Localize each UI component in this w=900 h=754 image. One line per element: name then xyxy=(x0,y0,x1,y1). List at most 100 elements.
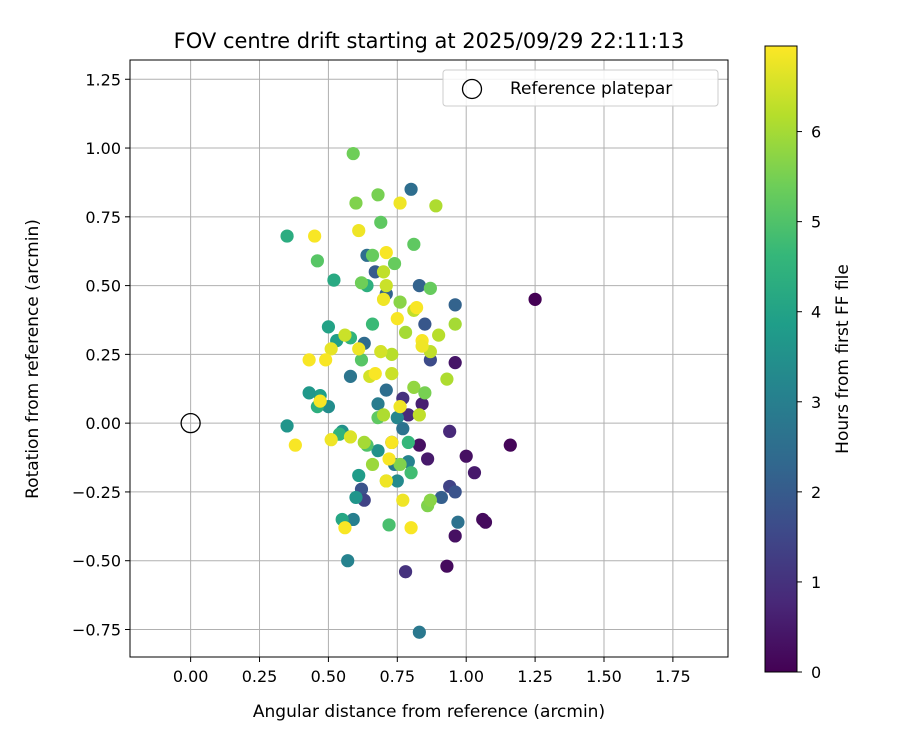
reference-marker-group xyxy=(180,413,201,434)
scatter-point xyxy=(467,466,482,480)
scatter-point xyxy=(448,529,462,543)
scatter-point xyxy=(280,419,294,433)
scatter-point xyxy=(385,367,399,381)
scatter-point xyxy=(390,312,404,326)
scatter-point xyxy=(382,452,396,466)
chart-title: FOV centre drift starting at 2025/09/29 … xyxy=(174,29,685,53)
scatter-point xyxy=(354,353,369,367)
x-tick-label: 0.75 xyxy=(379,667,415,686)
scatter-point xyxy=(321,320,336,334)
colorbar-tick-label: 0 xyxy=(811,663,821,682)
plot-frame xyxy=(129,59,729,658)
x-tick-label: 1.75 xyxy=(655,667,691,686)
scatter-point xyxy=(354,276,369,290)
y-axis-label: Rotation from reference (arcmin) xyxy=(23,219,43,499)
scatter-point xyxy=(313,394,327,408)
scatter-point xyxy=(349,196,363,210)
scatter-point xyxy=(371,188,385,202)
scatter-point xyxy=(528,292,542,306)
colorbar-tick-label: 4 xyxy=(811,303,821,322)
scatter-point xyxy=(401,435,415,450)
y-tick-label: 1.00 xyxy=(85,139,121,158)
scatter-point xyxy=(432,328,446,342)
scatter-point xyxy=(379,383,393,397)
scatter-point xyxy=(398,565,413,579)
x-tick-label: 1.00 xyxy=(448,667,484,686)
scatter-point xyxy=(423,493,437,507)
scatter-point xyxy=(379,474,393,488)
scatter-point xyxy=(393,196,407,210)
scatter-point xyxy=(448,485,462,499)
scatter-point xyxy=(404,521,418,535)
scatter-point xyxy=(346,146,360,161)
scatter-point xyxy=(396,493,410,507)
scatter-point xyxy=(302,386,316,400)
scatter-point xyxy=(365,457,380,472)
scatter-point xyxy=(440,372,454,386)
scatter-point xyxy=(338,521,352,535)
x-tick-label: 0.50 xyxy=(311,667,347,686)
scatter-point xyxy=(412,408,426,422)
scatter-point xyxy=(440,559,454,573)
scatter-point xyxy=(448,298,462,312)
scatter-point xyxy=(401,408,415,422)
colorbar-tick-label: 5 xyxy=(811,213,821,232)
scatter-point xyxy=(443,424,457,439)
scatter-point xyxy=(398,325,413,339)
scatter-point xyxy=(412,278,426,293)
scatter-point xyxy=(434,490,449,505)
scatter-point xyxy=(327,273,341,287)
scatter-point xyxy=(418,386,432,400)
colorbar xyxy=(764,45,798,673)
scatter-point xyxy=(382,518,396,532)
scatter-point xyxy=(365,248,380,262)
x-tick-label: 1.25 xyxy=(517,667,553,686)
scatter-point xyxy=(343,369,358,383)
colorbar-tick-label: 3 xyxy=(811,393,821,412)
scatter-point xyxy=(421,452,435,466)
scatter-point xyxy=(415,339,429,353)
scatter-point xyxy=(503,438,517,452)
scatter-point xyxy=(324,342,338,356)
scatter-point xyxy=(349,490,363,505)
scatter-point xyxy=(412,625,426,639)
scatter-point xyxy=(346,512,360,527)
scatter-points xyxy=(280,146,542,639)
scatter-point xyxy=(407,380,421,394)
legend-box xyxy=(442,69,719,107)
scatter-point xyxy=(390,474,404,488)
scatter-point xyxy=(280,229,294,243)
scatter-point xyxy=(371,444,385,458)
scatter-point xyxy=(478,515,493,529)
scatter-point xyxy=(385,435,399,450)
scatter-point xyxy=(379,245,393,260)
scatter-point xyxy=(357,435,371,450)
legend-reference-marker xyxy=(461,78,483,100)
y-tick-label: −0.75 xyxy=(72,620,121,639)
scatter-point xyxy=(376,292,391,306)
x-tick-label: 0.25 xyxy=(242,667,278,686)
scatter-point xyxy=(415,397,429,411)
x-tick-label: 0.00 xyxy=(173,667,209,686)
legend: Reference platepar xyxy=(442,69,719,107)
scatter-point xyxy=(324,433,338,447)
y-tick-label: 1.25 xyxy=(85,70,121,89)
x-tick-label: 1.50 xyxy=(586,667,622,686)
scatter-point xyxy=(387,256,402,271)
scatter-point xyxy=(390,411,404,425)
x-axis-ticks: 0.00 0.25 0.50 0.75 1.00 1.25 1.50 1.75 xyxy=(173,657,691,686)
scatter-point xyxy=(352,223,366,238)
reference-platepar-marker xyxy=(180,413,201,434)
y-tick-label: 0.25 xyxy=(85,345,121,364)
scatter-point xyxy=(343,430,358,444)
scatter-point xyxy=(385,347,399,361)
y-axis-ticks: −0.75 −0.50 −0.25 0.00 0.25 0.50 0.75 1.00 1.25 xyxy=(72,70,130,639)
scatter-point xyxy=(412,438,426,452)
y-tick-label: 0.50 xyxy=(85,277,121,296)
scatter-point xyxy=(341,554,355,568)
scatter-point xyxy=(404,182,418,196)
scatter-point xyxy=(352,468,366,483)
y-tick-label: 0.00 xyxy=(85,414,121,433)
